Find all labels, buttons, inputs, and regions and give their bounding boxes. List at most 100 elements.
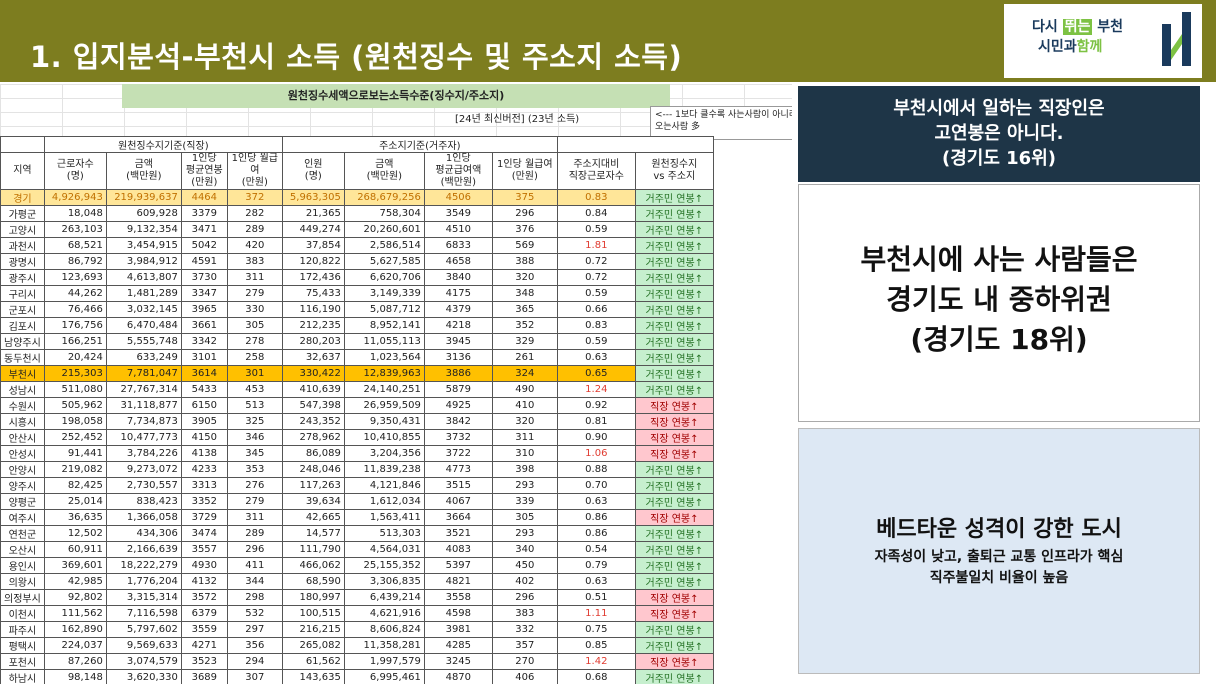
value-cell: 305 [491,509,558,526]
value-cell: 4175 [423,285,493,302]
region-cell: 수원시 [0,397,45,414]
ratio-cell: 0.86 [556,509,636,526]
ratio-cell: 0.84 [556,205,636,222]
value-cell: 9,132,354 [105,221,182,238]
value-cell: 4285 [423,637,493,654]
value-cell: 1,481,289 [105,285,182,302]
comparison-tag-cell: 직장 연봉↑ [634,445,714,462]
comparison-tag-cell: 거주민 연봉↑ [634,573,714,590]
value-cell: 344 [226,573,283,590]
value-cell: 5,087,712 [343,301,425,318]
value-cell: 12,502 [43,525,107,542]
value-cell: 376 [491,221,558,238]
value-cell: 325 [226,413,283,430]
value-cell: 224,037 [43,637,107,654]
comparison-tag-cell: 거주민 연봉↑ [634,669,714,684]
table-row: 군포시 76,466 3,032,145 3965 330 116,190 5,087,71… [0,301,714,318]
value-cell: 348 [491,285,558,302]
value-cell: 4,926,943 [43,189,107,206]
ratio-cell: 0.59 [556,333,636,350]
region-cell: 하남시 [0,669,45,684]
ratio-cell: 0.88 [556,461,636,478]
value-cell: 6,439,214 [343,589,425,606]
column-header: 지역 [0,152,45,190]
value-cell: 248,046 [281,461,345,478]
value-cell: 4067 [423,493,493,510]
group-header-withholding: 원천징수지기준(직장) [43,136,283,153]
panel1-line1: 부천시에서 일하는 직장인은 [893,98,1105,119]
table-row: 광주시 123,693 4,613,807 3730 311 172,436 6,620,7… [0,269,714,286]
value-cell: 111,562 [43,605,107,622]
value-cell: 166,251 [43,333,107,350]
value-cell: 357 [491,637,558,654]
value-cell: 11,358,281 [343,637,425,654]
value-cell: 3245 [423,653,493,670]
value-cell: 4,621,916 [343,605,425,622]
value-cell: 39,634 [281,493,345,510]
table-row: 가평군 18,048 609,928 3379 282 21,365 758,304 3549… [0,205,714,222]
value-cell: 3661 [180,317,228,334]
value-cell: 86,792 [43,253,107,270]
panel2-line1: 부천시에 사는 사람들은 [860,243,1138,276]
value-cell: 305 [226,317,283,334]
value-cell: 4,564,031 [343,541,425,558]
value-cell: 4591 [180,253,228,270]
table-row: 고양시 263,103 9,132,354 3471 289 449,274 20,260,… [0,221,714,238]
sheet-banner: 원천징수세액으로보는소득수준(징수지/주소지) [122,84,670,108]
comparison-tag-cell: 거주민 연봉↑ [634,525,714,542]
comparison-tag-cell: 거주민 연봉↑ [634,621,714,638]
value-cell: 3347 [180,285,228,302]
comparison-tag-cell: 거주민 연봉↑ [634,237,714,254]
region-cell: 파주시 [0,621,45,638]
value-cell: 6150 [180,397,228,414]
region-cell: 안양시 [0,461,45,478]
ratio-cell: 1.24 [556,381,636,398]
region-cell: 포천시 [0,653,45,670]
value-cell: 2,730,557 [105,477,182,494]
value-cell: 27,767,314 [105,381,182,398]
table-row: 파주시 162,890 5,797,602 3559 297 216,215 8,606,8… [0,621,714,638]
column-header: 1인당 평균급여액 (백만원) [423,152,493,190]
table-row: 성남시 511,080 27,767,314 5433 453 410,639 24,140… [0,381,714,398]
value-cell: 258 [226,349,283,366]
region-cell: 고양시 [0,221,45,238]
ratio-cell: 0.92 [556,397,636,414]
comparison-tag-cell: 거주민 연봉↑ [634,189,714,206]
value-cell: 268,679,256 [343,189,425,206]
logo-text-line2: 시민과함께 [1038,39,1103,55]
value-cell: 1,023,564 [343,349,425,366]
value-cell: 3729 [180,509,228,526]
value-cell: 4925 [423,397,493,414]
column-header: 1인당 월급여 (만원) [226,152,283,190]
value-cell: 339 [491,493,558,510]
value-cell: 466,062 [281,557,345,574]
value-cell: 172,436 [281,269,345,286]
table-row: 오산시 60,911 2,166,639 3557 296 111,790 4,564,03… [0,541,714,558]
value-cell: 301 [226,365,283,382]
value-cell: 278 [226,333,283,350]
comparison-tag-cell: 직장 연봉↑ [634,653,714,670]
comparison-tag-cell: 거주민 연봉↑ [634,333,714,350]
value-cell: 406 [491,669,558,684]
value-cell: 7,781,047 [105,365,182,382]
value-cell: 3,784,226 [105,445,182,462]
value-cell: 4870 [423,669,493,684]
value-cell: 3732 [423,429,493,446]
value-cell: 3352 [180,493,228,510]
region-cell: 의왕시 [0,573,45,590]
table-row: 과천시 68,521 3,454,915 5042 420 37,854 2,586,514… [0,237,714,254]
value-cell: 4132 [180,573,228,590]
value-cell: 92,802 [43,589,107,606]
ratio-cell: 0.83 [556,317,636,334]
value-cell: 7,734,873 [105,413,182,430]
value-cell: 388 [491,253,558,270]
value-cell: 37,854 [281,237,345,254]
value-cell: 276 [226,477,283,494]
comparison-tag-cell: 거주민 연봉↑ [634,317,714,334]
ratio-cell: 0.63 [556,349,636,366]
version-label: [24년 최신버전] (23년 소득) [455,114,580,125]
table-row: 의왕시 42,985 1,776,204 4132 344 68,590 3,306,835… [0,573,714,590]
ratio-cell: 0.68 [556,669,636,684]
value-cell: 14,577 [281,525,345,542]
value-cell: 216,215 [281,621,345,638]
